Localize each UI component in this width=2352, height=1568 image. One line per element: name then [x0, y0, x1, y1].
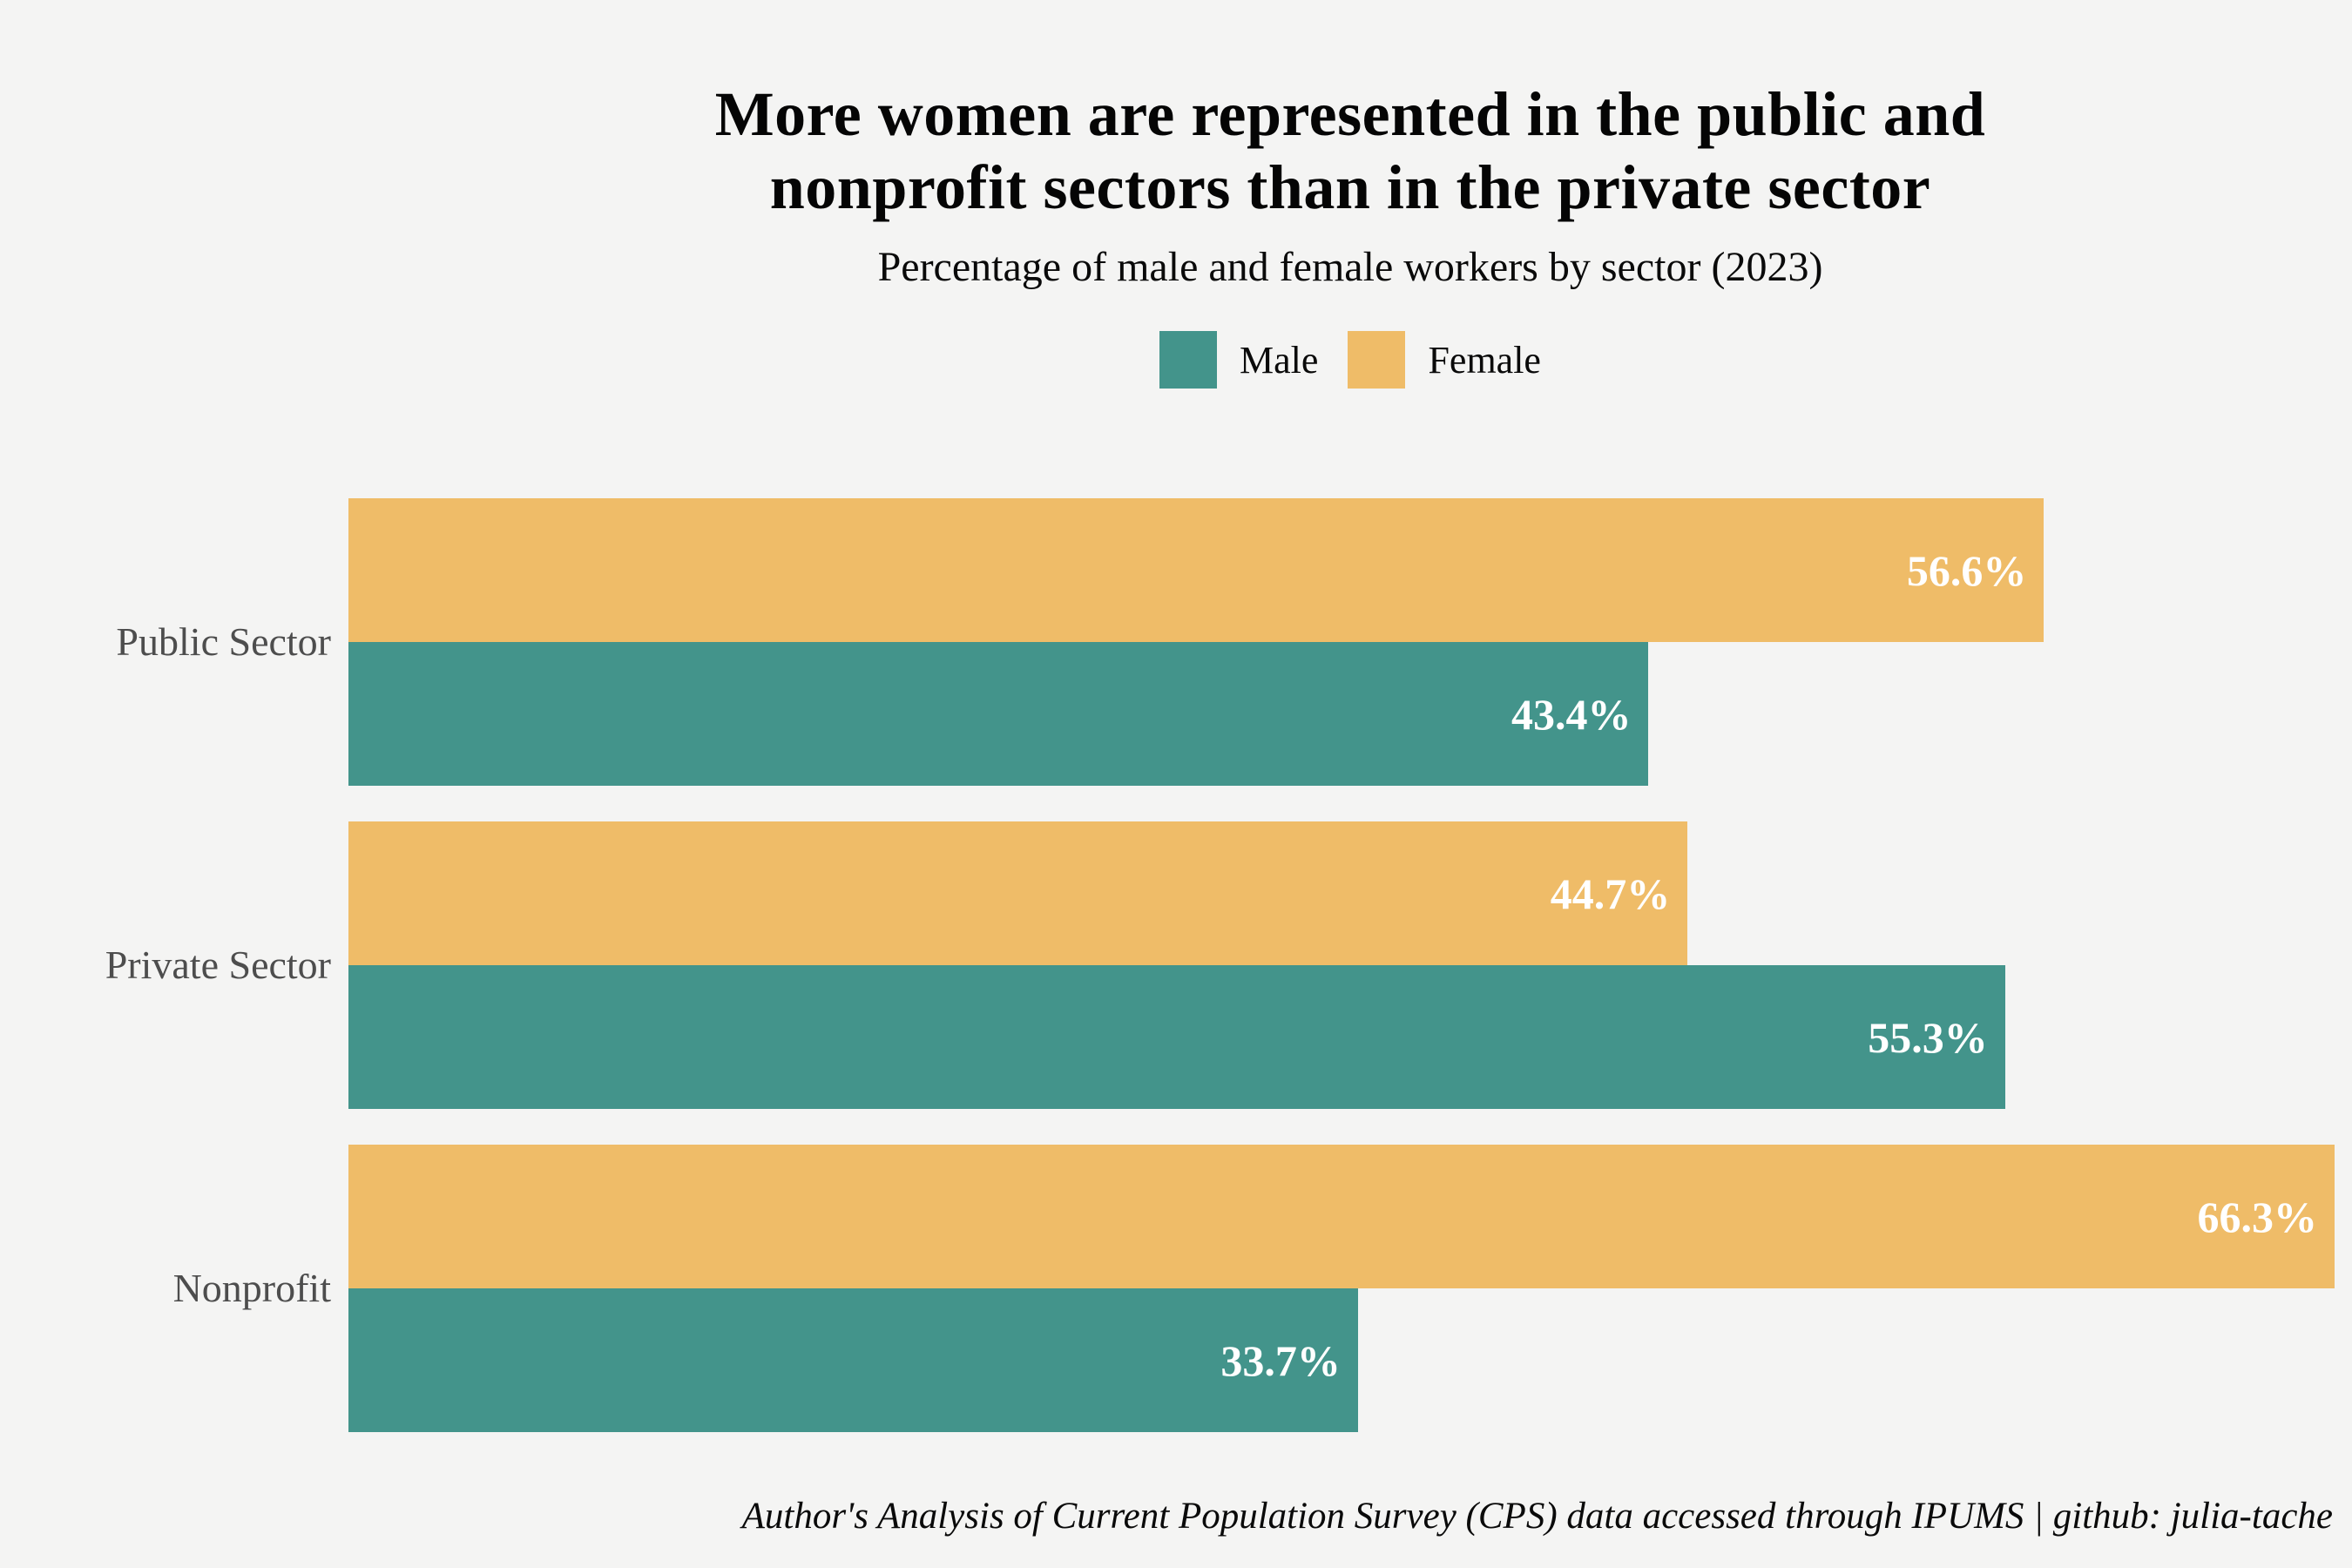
- chart-row-nonprofit: Nonprofit 66.3% 33.7%: [0, 1145, 2335, 1432]
- bar-group-public-sector: 56.6% 43.4%: [348, 498, 2335, 786]
- source-note: Author's Analysis of Current Population …: [741, 1496, 2333, 1537]
- legend-item-male: Male: [1159, 331, 1318, 389]
- legend-swatch-male-icon: [1159, 331, 1218, 389]
- chart-title-line-1: More women are represented in the public…: [714, 79, 1986, 149]
- bar-female-private-sector: 44.7%: [348, 821, 1688, 965]
- bar-male-public-sector: 43.4%: [348, 642, 1649, 786]
- legend: Male Female: [348, 331, 2352, 389]
- legend-swatch-female-icon: [1348, 331, 1406, 389]
- legend-label-female: Female: [1428, 338, 1541, 382]
- chart-title-line-2: nonprofit sectors than in the private se…: [769, 152, 1931, 222]
- chart-header: More women are represented in the public…: [348, 78, 2352, 389]
- bar-value-male-public-sector: 43.4%: [1511, 689, 1632, 739]
- chart-subtitle: Percentage of male and female workers by…: [877, 244, 1823, 291]
- bar-female-public-sector: 56.6%: [348, 498, 2044, 642]
- bar-female-nonprofit: 66.3%: [348, 1145, 2335, 1288]
- chart-row-public-sector: Public Sector 56.6% 43.4%: [0, 498, 2335, 786]
- legend-label-male: Male: [1240, 338, 1319, 382]
- bar-male-private-sector: 55.3%: [348, 965, 2005, 1109]
- bar-male-nonprofit: 33.7%: [348, 1288, 1358, 1432]
- chart-row-private-sector: Private Sector 44.7% 55.3%: [0, 821, 2335, 1109]
- category-label-private-sector: Private Sector: [105, 942, 331, 987]
- bar-value-male-private-sector: 55.3%: [1868, 1012, 1988, 1062]
- chart-title: More women are represented in the public…: [348, 78, 2352, 224]
- category-label-nonprofit: Nonprofit: [172, 1265, 331, 1310]
- bar-value-female-public-sector: 56.6%: [1906, 545, 2027, 595]
- category-label-public-sector: Public Sector: [116, 618, 331, 664]
- bar-group-nonprofit: 66.3% 33.7%: [348, 1145, 2335, 1432]
- bar-value-male-nonprofit: 33.7%: [1220, 1335, 1341, 1385]
- bar-chart: Public Sector 56.6% 43.4% Private Sector…: [0, 498, 2335, 1432]
- bar-group-private-sector: 44.7% 55.3%: [348, 821, 2335, 1109]
- bar-value-female-private-sector: 44.7%: [1550, 868, 1671, 918]
- legend-item-female: Female: [1348, 331, 1541, 389]
- bar-value-female-nonprofit: 66.3%: [2197, 1192, 2318, 1241]
